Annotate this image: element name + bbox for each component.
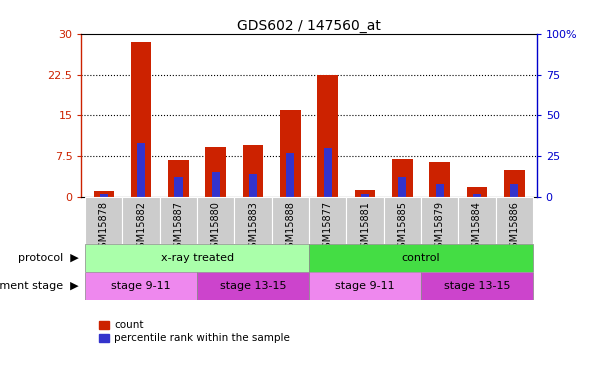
Bar <box>249 174 257 197</box>
Bar <box>317 75 338 197</box>
Bar <box>206 147 226 197</box>
Text: GSM15881: GSM15881 <box>360 201 370 254</box>
Title: GDS602 / 147560_at: GDS602 / 147560_at <box>237 19 381 33</box>
Bar <box>272 197 309 244</box>
Text: GSM15882: GSM15882 <box>136 201 146 254</box>
Bar <box>458 197 496 244</box>
Bar <box>473 194 481 197</box>
Bar <box>510 184 519 197</box>
Text: GSM15884: GSM15884 <box>472 201 482 254</box>
Bar <box>346 197 384 244</box>
Bar <box>355 190 375 197</box>
Text: GSM15887: GSM15887 <box>174 201 183 254</box>
Bar <box>324 148 332 197</box>
Bar <box>85 272 197 300</box>
Text: GSM15879: GSM15879 <box>435 201 444 254</box>
Bar <box>496 197 533 244</box>
Text: x-ray treated: x-ray treated <box>160 253 233 263</box>
Bar <box>137 143 145 197</box>
Legend: count, percentile rank within the sample: count, percentile rank within the sample <box>99 320 290 344</box>
Bar <box>122 197 160 244</box>
Bar <box>398 177 406 197</box>
Text: GSM15883: GSM15883 <box>248 201 258 254</box>
Text: stage 13-15: stage 13-15 <box>220 281 286 291</box>
Text: stage 9-11: stage 9-11 <box>112 281 171 291</box>
Bar <box>212 172 220 197</box>
Bar <box>93 191 114 197</box>
Bar <box>309 244 533 272</box>
Text: development stage  ▶: development stage ▶ <box>0 281 78 291</box>
Bar <box>467 187 487 197</box>
Bar <box>160 197 197 244</box>
Text: control: control <box>402 253 440 263</box>
Text: GSM15878: GSM15878 <box>99 201 109 254</box>
Bar <box>309 272 421 300</box>
Bar <box>85 244 309 272</box>
Bar <box>384 197 421 244</box>
Bar <box>361 194 369 197</box>
Bar <box>197 272 309 300</box>
Text: GSM15880: GSM15880 <box>210 201 221 254</box>
Bar <box>174 177 183 197</box>
Bar <box>392 159 412 197</box>
Bar <box>421 272 533 300</box>
Bar <box>421 197 458 244</box>
Bar <box>280 110 301 197</box>
Bar <box>504 170 525 197</box>
Bar <box>243 145 264 197</box>
Bar <box>235 197 272 244</box>
Text: protocol  ▶: protocol ▶ <box>17 253 78 263</box>
Bar <box>435 184 444 197</box>
Bar <box>131 42 151 197</box>
Text: GSM15877: GSM15877 <box>323 201 333 254</box>
Text: GSM15885: GSM15885 <box>397 201 408 254</box>
Bar <box>168 160 189 197</box>
Text: stage 13-15: stage 13-15 <box>444 281 510 291</box>
Bar <box>286 153 294 197</box>
Bar <box>99 194 108 197</box>
Bar <box>309 197 346 244</box>
Text: GSM15886: GSM15886 <box>510 201 519 254</box>
Text: GSM15888: GSM15888 <box>285 201 295 254</box>
Bar <box>429 162 450 197</box>
Bar <box>85 197 122 244</box>
Text: stage 9-11: stage 9-11 <box>335 281 395 291</box>
Bar <box>197 197 235 244</box>
